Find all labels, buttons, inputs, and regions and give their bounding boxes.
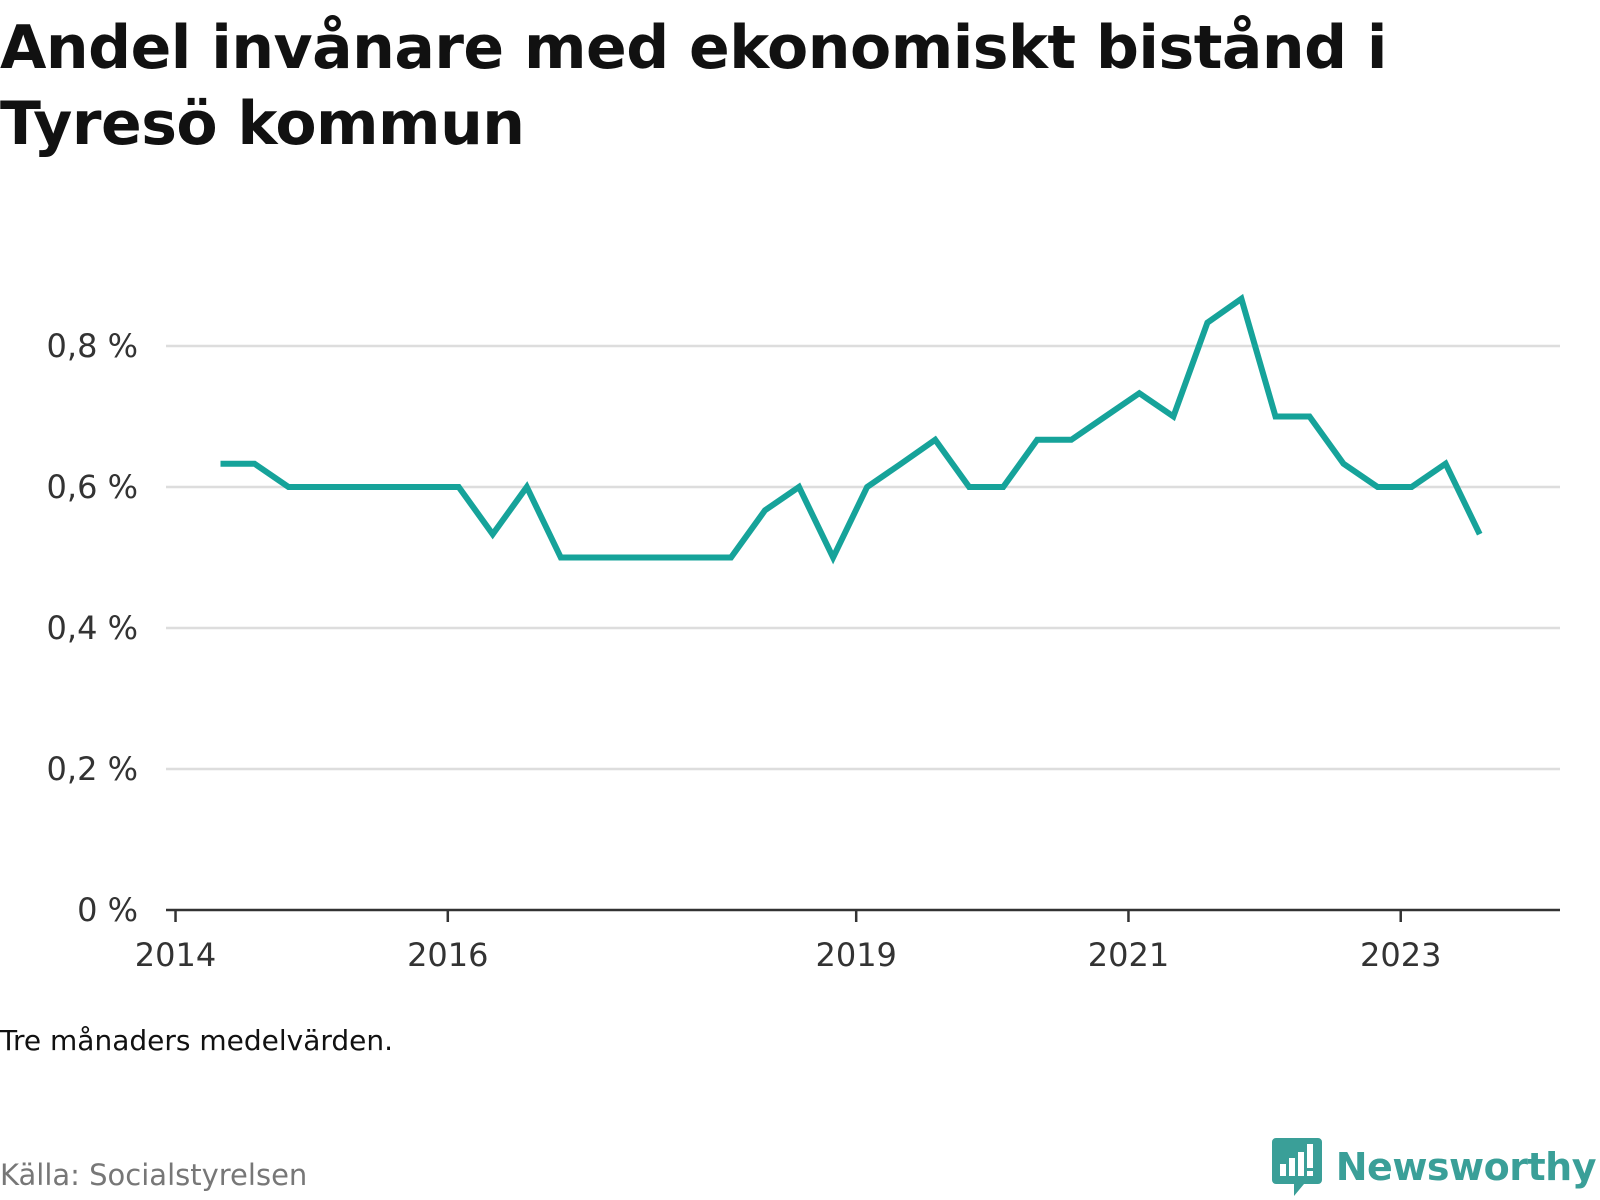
y-tick-label: 0,8 %	[47, 327, 138, 365]
y-tick-label: 0 %	[77, 891, 138, 929]
series-layer	[220, 293, 1483, 565]
x-tick-label: 2019	[815, 936, 896, 974]
x-axis-ticks: 2014 2016 2019 2021 2023	[135, 910, 1441, 974]
chart-note: Tre månaders medelvärden.	[0, 1024, 394, 1057]
y-tick-label: 0,2 %	[47, 750, 138, 788]
x-tick-label: 2014	[135, 936, 216, 974]
x-tick-label: 2021	[1088, 936, 1169, 974]
y-axis-ticks: 0 % 0,2 % 0,4 % 0,6 % 0,8 %	[47, 327, 138, 929]
series-line	[220, 293, 1483, 565]
brand-logo: Newsworthy	[1271, 1138, 1597, 1196]
bar-chart-speech-bubble-icon	[1271, 1138, 1322, 1196]
chart-title: Andel invånare med ekonomiskt bistånd i …	[0, 13, 1387, 159]
x-tick-label: 2023	[1360, 936, 1441, 974]
brand-name: Newsworthy	[1335, 1145, 1597, 1189]
line-chart: 0 % 0,2 % 0,4 % 0,6 % 0,8 % 2014 2016 2019 2021…	[47, 293, 1560, 974]
gridlines	[166, 344, 1560, 771]
y-tick-label: 0,4 %	[47, 609, 138, 647]
source-credit: Källa: Socialstyrelsen	[0, 1158, 308, 1192]
x-tick-label: 2016	[407, 936, 488, 974]
y-tick-label: 0,6 %	[47, 468, 138, 506]
